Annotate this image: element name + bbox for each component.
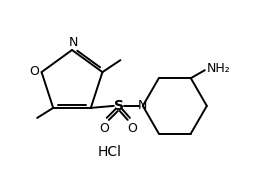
Text: N: N	[138, 99, 148, 112]
Text: S: S	[114, 99, 124, 113]
Text: O: O	[99, 122, 109, 135]
Text: O: O	[127, 122, 137, 135]
Text: O: O	[30, 65, 40, 78]
Text: N: N	[68, 37, 78, 49]
Text: HCl: HCl	[98, 145, 122, 159]
Text: NH₂: NH₂	[207, 62, 230, 75]
